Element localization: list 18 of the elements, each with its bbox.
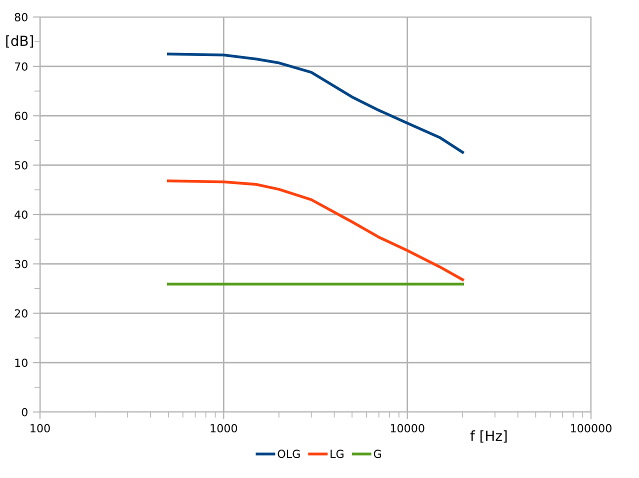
- y-tick-label: 60: [14, 112, 28, 120]
- x-tick-label: 1000: [210, 424, 238, 432]
- y-tick-label: 40: [14, 210, 28, 219]
- y-tick-label: 20: [14, 309, 28, 318]
- legend-label: LG: [330, 450, 344, 458]
- x-tick-label: 100000: [571, 424, 612, 432]
- y-tick-label: 80: [14, 12, 28, 22]
- y-tick-label: 50: [14, 161, 28, 170]
- y-axis-title: [dB]: [6, 35, 33, 48]
- legend-label: G: [374, 450, 381, 458]
- x-axis-title: f [Hz]: [470, 430, 507, 443]
- x-tick-label: 10000: [390, 424, 424, 432]
- legend-label: OLG: [278, 450, 300, 458]
- y-tick-label: 70: [14, 62, 28, 71]
- y-tick-label: 10: [15, 358, 28, 368]
- x-tick-label: 100: [30, 424, 50, 432]
- y-tick-label: 30: [14, 260, 28, 268]
- y-tick-label: 0: [22, 408, 28, 416]
